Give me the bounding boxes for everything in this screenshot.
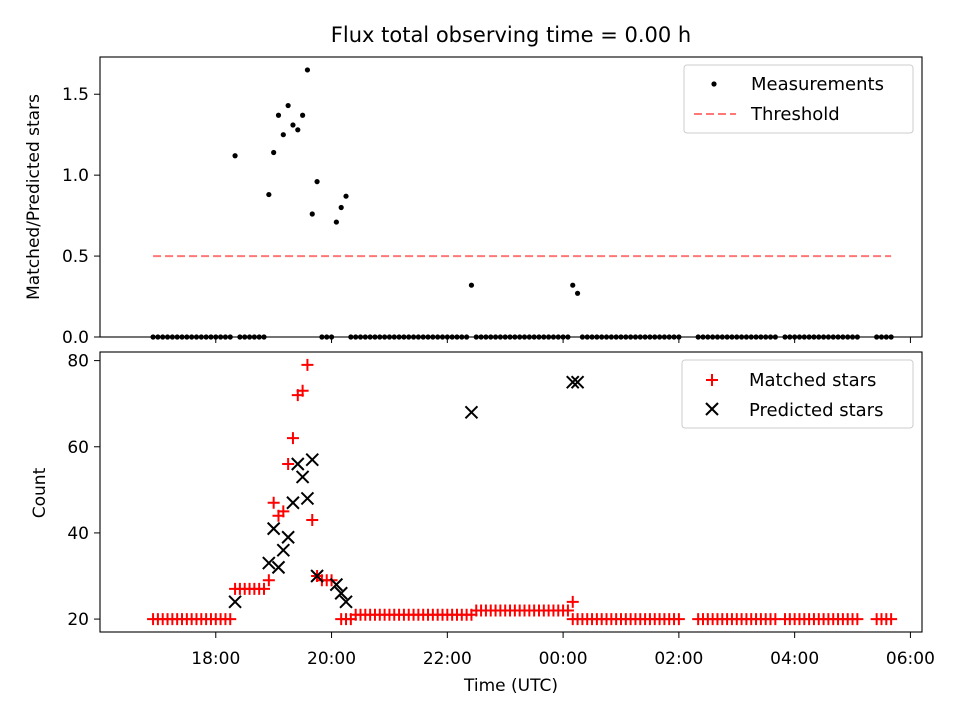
predicted-star-point <box>339 595 353 609</box>
matched-star-point <box>885 613 898 626</box>
top-legend-frame <box>683 64 914 134</box>
measurement-point <box>232 153 238 159</box>
x-tick-label: 02:00 <box>654 649 703 669</box>
x-tick-label: 04:00 <box>770 649 819 669</box>
measurement-point <box>338 204 344 211</box>
matched-star-point <box>262 574 275 587</box>
top-y-axis-label: Matched/Predicted stars <box>24 94 44 300</box>
predicted-star-point <box>291 457 305 471</box>
measurement-point <box>333 219 339 225</box>
x-tick-label: 18:00 <box>191 649 240 669</box>
measurement-point <box>304 67 311 73</box>
bottom-y-tick-label: 20 <box>67 610 89 630</box>
measurement-point <box>574 290 581 296</box>
chart-title: Flux total observing time = 0.00 h <box>331 23 691 47</box>
measurement-point <box>280 132 286 138</box>
bottom-x-ticks: 18:00 20:00 22:00 00:00 02:00 04:00 06:00 <box>191 632 935 669</box>
bottom-legend-frame <box>681 359 914 429</box>
matched-star-point <box>561 604 574 617</box>
predicted-star-point <box>281 530 295 544</box>
predicted-star-point <box>276 543 291 557</box>
measurement-point <box>343 193 349 199</box>
measurement-point <box>271 149 277 156</box>
bottom-axes-frame <box>99 351 923 633</box>
top-x-ticks <box>215 337 911 343</box>
predicted-star-point <box>271 560 286 575</box>
bottom-y-axis-label: Count <box>30 467 50 518</box>
measurement-point <box>570 282 576 288</box>
matched-star-point <box>672 613 685 626</box>
top-axes-frame <box>99 56 923 338</box>
predicted-star-point <box>566 375 580 389</box>
predicted-star-point <box>329 577 344 592</box>
matched-star-point <box>306 514 319 526</box>
predicted-star-point <box>570 375 585 389</box>
legend-measurements-marker <box>711 81 717 87</box>
measurement-point <box>266 191 272 198</box>
measurement-point <box>309 211 315 217</box>
x-tick-label: 22:00 <box>423 649 472 669</box>
bottom-y-ticks: 20 40 60 80 <box>67 352 100 630</box>
predicted-star-point <box>305 452 319 467</box>
top-y-ticks: 0.0 0.5 1.0 1.5 <box>62 85 100 348</box>
measurement-point <box>314 179 320 185</box>
legend-matched-label: Matched stars <box>749 370 876 391</box>
predicted-star-point <box>300 491 315 506</box>
matched-star-point <box>296 384 309 397</box>
predicted-star-point <box>266 521 281 536</box>
matched-star-point <box>851 613 864 626</box>
matched-star-point <box>282 458 295 470</box>
x-axis-label: Time (UTC) <box>463 676 558 696</box>
x-tick-label: 06:00 <box>886 649 935 669</box>
matched-star-point <box>301 358 314 371</box>
legend-predicted-label: Predicted stars <box>749 400 883 421</box>
predicted-star-point <box>464 405 479 420</box>
measurement-point <box>290 122 296 128</box>
legend-predicted-marker <box>705 402 719 416</box>
measurement-point <box>275 112 282 118</box>
x-tick-label: 00:00 <box>539 649 588 669</box>
predicted-star-point <box>262 556 276 570</box>
top-y-tick-label: 1.0 <box>62 166 89 186</box>
x-tick-label: 20:00 <box>307 649 356 669</box>
top-y-tick-label: 0.0 <box>62 328 89 348</box>
top-axes: 0.0 0.5 1.0 1.5 Matched/Predicted stars Mea… <box>24 56 923 348</box>
matched-star-point <box>277 505 290 518</box>
top-legend: Measurements Threshold <box>683 64 914 134</box>
matched-star-point <box>224 613 237 626</box>
predicted-star-point <box>295 470 310 484</box>
measurement-point <box>468 282 475 288</box>
bottom-plot-marks <box>147 358 898 626</box>
bottom-axes: 20 40 60 80 18:00 20:00 22:00 00:00 02:00 04:00 0… <box>30 351 935 696</box>
legend-measurements-label: Measurements <box>751 74 884 95</box>
measurement-point <box>295 127 301 133</box>
matched-star-point <box>566 595 579 608</box>
predicted-star-point <box>310 569 324 583</box>
predicted-star-point <box>334 586 348 600</box>
matched-star-point <box>258 582 271 595</box>
top-y-tick-label: 1.5 <box>62 85 89 105</box>
legend-threshold-label: Threshold <box>750 104 840 125</box>
matched-star-point <box>267 496 280 509</box>
matched-star-point <box>286 432 299 445</box>
bottom-legend: Matched stars Predicted stars <box>681 359 914 429</box>
legend-matched-marker <box>706 374 718 386</box>
bottom-y-tick-label: 40 <box>67 524 89 544</box>
bottom-y-tick-label: 80 <box>67 352 89 372</box>
top-y-tick-label: 0.5 <box>62 247 89 267</box>
predicted-star-point <box>286 496 300 510</box>
bottom-y-tick-label: 60 <box>67 438 89 458</box>
measurement-point <box>300 112 306 118</box>
predicted-star-point <box>228 595 242 609</box>
measurement-point <box>285 102 291 109</box>
